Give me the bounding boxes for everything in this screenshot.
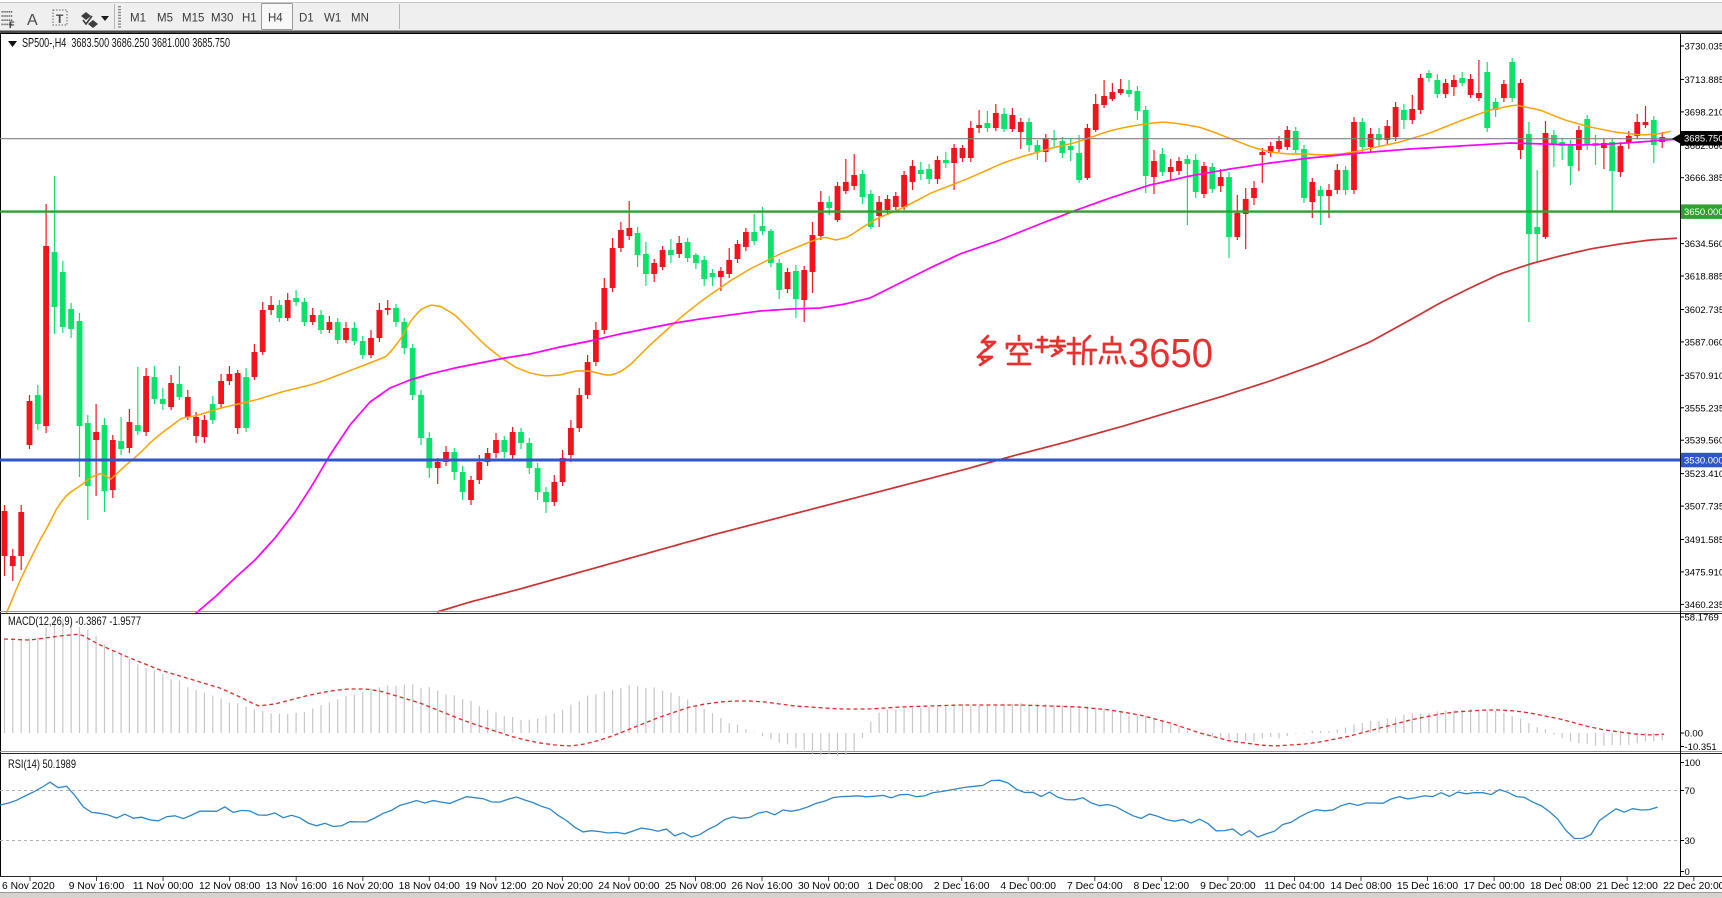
svg-text:3650.000: 3650.000 [1684,207,1722,218]
svg-text:3602.735: 3602.735 [1685,305,1722,316]
svg-text:D1: D1 [299,13,314,25]
svg-text:19 Nov 12:00: 19 Nov 12:00 [465,881,527,892]
svg-text:30 Nov 00:00: 30 Nov 00:00 [798,881,860,892]
svg-text:70: 70 [1685,786,1696,797]
svg-text:-10.351: -10.351 [1685,742,1717,753]
svg-text:SP500-,H4 3683.500 3686.250 3: SP500-,H4 3683.500 3686.250 3681.000 368… [22,36,230,50]
svg-text:3685.750: 3685.750 [1684,134,1722,145]
svg-text:MN: MN [351,13,369,25]
svg-text:3587.060: 3587.060 [1685,337,1722,348]
svg-text:16 Nov 20:00: 16 Nov 20:00 [332,881,394,892]
svg-text:7 Dec 04:00: 7 Dec 04:00 [1067,881,1123,892]
svg-text:3460.235: 3460.235 [1685,600,1722,611]
svg-text:20 Nov 20:00: 20 Nov 20:00 [532,881,594,892]
svg-text:4 Dec 00:00: 4 Dec 00:00 [1000,881,1056,892]
svg-text:15 Dec 16:00: 15 Dec 16:00 [1397,881,1459,892]
svg-text:18 Dec 08:00: 18 Dec 08:00 [1530,881,1592,892]
svg-text:13 Nov 16:00: 13 Nov 16:00 [266,881,328,892]
svg-text:3491.585: 3491.585 [1685,535,1722,546]
svg-text:1 Dec 08:00: 1 Dec 08:00 [867,881,923,892]
svg-text:3507.735: 3507.735 [1685,502,1722,513]
svg-text:21 Dec 12:00: 21 Dec 12:00 [1597,881,1659,892]
svg-text:24 Nov 00:00: 24 Nov 00:00 [598,881,660,892]
svg-text:3530.000: 3530.000 [1684,455,1722,466]
svg-text:3618.885: 3618.885 [1685,272,1722,283]
svg-text:A: A [27,12,38,29]
svg-text:T: T [56,12,64,26]
svg-text:3475.910: 3475.910 [1685,567,1722,578]
svg-text:3555.235: 3555.235 [1685,403,1722,414]
svg-text:MACD(12,26,9) -0.3867 -1.9577: MACD(12,26,9) -0.3867 -1.9577 [8,614,141,628]
svg-text:18 Nov 04:00: 18 Nov 04:00 [399,881,461,892]
svg-text:26 Nov 16:00: 26 Nov 16:00 [731,881,793,892]
svg-text:12 Nov 08:00: 12 Nov 08:00 [199,881,261,892]
svg-text:11 Dec 04:00: 11 Dec 04:00 [1264,881,1325,892]
svg-text:9 Dec 20:00: 9 Dec 20:00 [1200,881,1256,892]
svg-text:M30: M30 [211,13,233,25]
svg-text:0: 0 [1685,867,1690,878]
svg-text:3698.210: 3698.210 [1685,107,1722,118]
svg-text:H1: H1 [242,13,257,25]
svg-text:22 Dec 20:00: 22 Dec 20:00 [1663,881,1722,892]
svg-text:8 Dec 12:00: 8 Dec 12:00 [1134,881,1190,892]
svg-text:RSI(14) 50.1989: RSI(14) 50.1989 [8,757,76,771]
svg-text:14 Dec 08:00: 14 Dec 08:00 [1330,881,1392,892]
svg-text:0.00: 0.00 [1685,729,1704,740]
svg-text:3682.060: 3682.060 [1685,141,1722,152]
svg-text:H4: H4 [268,13,283,25]
svg-text:M1: M1 [130,13,146,25]
svg-text:3713.885: 3713.885 [1685,75,1722,86]
svg-text:3539.560: 3539.560 [1685,436,1722,447]
svg-text:17 Dec 00:00: 17 Dec 00:00 [1463,881,1525,892]
svg-text:F: F [9,20,15,30]
svg-text:9 Nov 16:00: 9 Nov 16:00 [69,881,125,892]
svg-text:25 Nov 08:00: 25 Nov 08:00 [665,881,727,892]
svg-text:58.1769: 58.1769 [1685,613,1719,624]
svg-text:30: 30 [1685,836,1696,847]
svg-text:3523.410: 3523.410 [1685,469,1722,480]
svg-text:M5: M5 [157,13,173,25]
svg-text:3570.910: 3570.910 [1685,371,1722,382]
svg-text:3650: 3650 [1128,330,1213,376]
svg-text:3666.385: 3666.385 [1685,173,1722,184]
svg-text:6 Nov 2020: 6 Nov 2020 [2,881,55,892]
svg-text:2 Dec 16:00: 2 Dec 16:00 [934,881,990,892]
svg-text:11 Nov 00:00: 11 Nov 00:00 [133,881,194,892]
svg-text:3634.560: 3634.560 [1685,239,1722,250]
svg-text:M15: M15 [182,13,204,25]
svg-text:W1: W1 [324,13,341,25]
svg-text:100: 100 [1685,758,1701,769]
svg-text:3730.035: 3730.035 [1685,42,1722,53]
